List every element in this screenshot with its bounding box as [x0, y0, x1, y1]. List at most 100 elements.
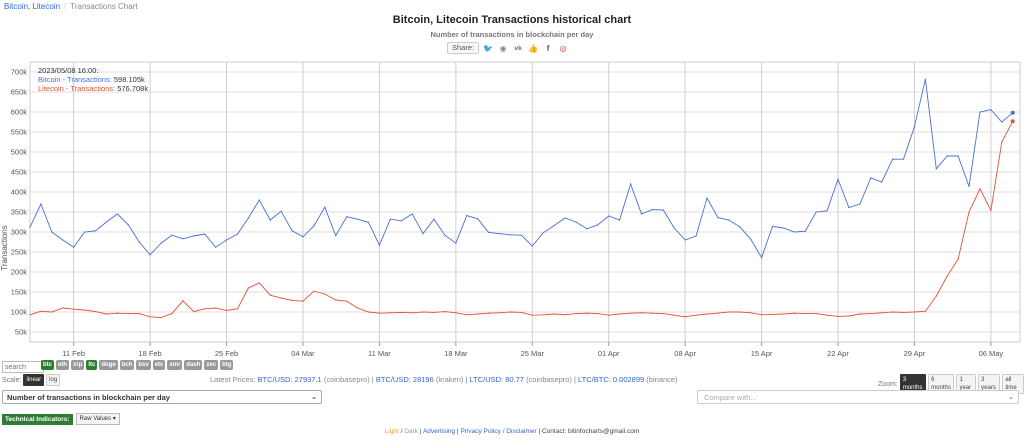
data-point	[640, 213, 643, 215]
metric-select[interactable]: Number of transactions in blockchain per…	[2, 390, 322, 404]
footer-advertising[interactable]: Advertising	[422, 428, 456, 435]
data-point	[215, 307, 217, 309]
data-point	[346, 216, 348, 218]
like-icon[interactable]: 👍	[528, 43, 539, 53]
price-ltc-btc[interactable]: LTC/BTC: 0.002899	[578, 375, 645, 384]
data-point	[433, 311, 435, 313]
x-tick-label: 18 Feb	[138, 349, 161, 358]
scale-control: Scale: linear log	[2, 374, 61, 386]
data-point	[957, 155, 959, 157]
zoom-1-year-button[interactable]: 1 year	[956, 374, 977, 394]
chevron-down-icon: ⌄	[1008, 394, 1014, 401]
scale-linear-button[interactable]: linear	[23, 374, 45, 386]
transactions-chart[interactable]: 50k 100k 150k 200k 250k 300k 350k 400k 450k 500k 5…	[0, 58, 1024, 363]
chart-tooltip: 2023/05/08 16:00: Bitcoin - Transactions…	[38, 66, 148, 93]
price-btc-usd[interactable]: BTC/USD: 27937.1	[257, 375, 322, 384]
data-point	[455, 242, 457, 244]
tooltip-date: 2023/05/08 16:00:	[38, 66, 98, 75]
data-point	[946, 275, 948, 277]
vk-icon[interactable]: vk	[514, 44, 522, 52]
data-point	[433, 218, 435, 220]
data-point	[160, 317, 162, 319]
data-point	[105, 221, 107, 223]
chevron-down-icon: ⌄	[311, 394, 317, 401]
data-point	[717, 217, 719, 219]
coin-chip-ltc[interactable]: ltc	[86, 360, 98, 370]
data-point	[739, 226, 741, 228]
coin-chip-bsv[interactable]: bsv	[136, 360, 151, 370]
data-point	[225, 239, 228, 241]
coin-chip-btg[interactable]: btg	[220, 360, 234, 370]
data-point	[291, 230, 293, 232]
coin-selector: btc eth xrp ltc doge bch bsv etc xmr dash zec btg	[41, 360, 234, 370]
data-point	[750, 238, 752, 240]
coin-chip-doge[interactable]: doge	[99, 360, 118, 370]
prices-label: Latest Prices:	[210, 375, 256, 384]
data-point	[73, 246, 75, 248]
twitter-icon[interactable]: 🐦	[483, 43, 494, 53]
data-point	[793, 231, 795, 233]
tooltip-ltc: Litecoin - Transactions: 576.708k	[38, 84, 148, 93]
price-btc-usd-kraken[interactable]: BTC/USD: 28196	[375, 375, 434, 384]
x-axis: 11 Feb 18 Feb 25 Feb 04 Mar 11 Mar 18 Mar 25 M…	[62, 342, 1003, 358]
coin-chip-zec[interactable]: zec	[204, 360, 219, 370]
data-point	[586, 228, 588, 230]
data-point	[881, 312, 883, 314]
coin-chip-dash[interactable]: dash	[184, 360, 203, 370]
data-point	[138, 241, 140, 243]
series-line-bitcoin[interactable]	[29, 79, 1013, 259]
data-point	[684, 316, 686, 318]
y-tick-label: 250k	[11, 248, 28, 257]
technical-indicators-label: Technical Indicators:	[2, 413, 73, 425]
technical-indicators-select[interactable]: Raw Values ▾	[75, 413, 120, 425]
data-point	[761, 257, 763, 259]
data-point	[477, 218, 479, 220]
price-ltc-usd[interactable]: LTC/USD: 80.77	[469, 375, 524, 384]
breadcrumb-link[interactable]: Bitcoin, Litecoin	[4, 2, 61, 11]
data-point	[389, 218, 391, 220]
data-point	[422, 311, 424, 313]
y-tick-label: 400k	[11, 188, 28, 197]
compare-select[interactable]: Compare with... ⌄	[697, 390, 1019, 404]
facebook-icon[interactable]: f	[546, 43, 550, 53]
data-point	[913, 311, 916, 313]
data-point	[553, 225, 555, 227]
data-point	[225, 309, 228, 311]
footer-light[interactable]: Light	[384, 428, 399, 435]
data-point	[553, 313, 555, 315]
scale-log-button[interactable]: log	[46, 374, 61, 386]
footer-dark[interactable]: Dark	[404, 428, 419, 435]
search-input[interactable]	[2, 361, 44, 373]
series-line-litecoin[interactable]	[29, 121, 1014, 319]
weibo-icon[interactable]: ◎	[559, 43, 567, 53]
data-point	[171, 313, 173, 315]
data-point	[84, 309, 86, 311]
data-point	[105, 313, 107, 315]
x-tick-label: 25 Mar	[521, 349, 545, 358]
coin-chip-etc[interactable]: etc	[152, 360, 166, 370]
y-tick-label: 500k	[11, 148, 28, 157]
data-point	[695, 235, 697, 237]
reddit-icon[interactable]: ◉	[499, 43, 507, 53]
y-tick-label: 100k	[11, 308, 28, 317]
data-point	[728, 219, 730, 221]
coin-chip-btc[interactable]: btc	[41, 360, 54, 370]
coin-chip-xrp[interactable]: xrp	[71, 360, 85, 370]
data-point	[40, 310, 42, 312]
data-point	[411, 213, 413, 215]
data-point	[116, 213, 118, 215]
data-point	[182, 300, 184, 302]
data-point	[968, 185, 970, 187]
data-point	[630, 312, 632, 314]
data-point	[597, 313, 599, 315]
data-point	[815, 211, 817, 213]
coin-chip-bch[interactable]: bch	[119, 360, 135, 370]
footer: Light / Dark | Advertising | Privacy Pol…	[384, 428, 640, 435]
footer-privacy[interactable]: Privacy Policy / Disclaimer	[460, 428, 537, 435]
data-point	[236, 308, 239, 310]
coin-chip-xmr[interactable]: xmr	[167, 360, 183, 370]
data-point	[881, 181, 883, 183]
data-point	[662, 209, 664, 211]
coin-chip-eth[interactable]: eth	[56, 360, 69, 370]
data-point	[771, 313, 774, 315]
